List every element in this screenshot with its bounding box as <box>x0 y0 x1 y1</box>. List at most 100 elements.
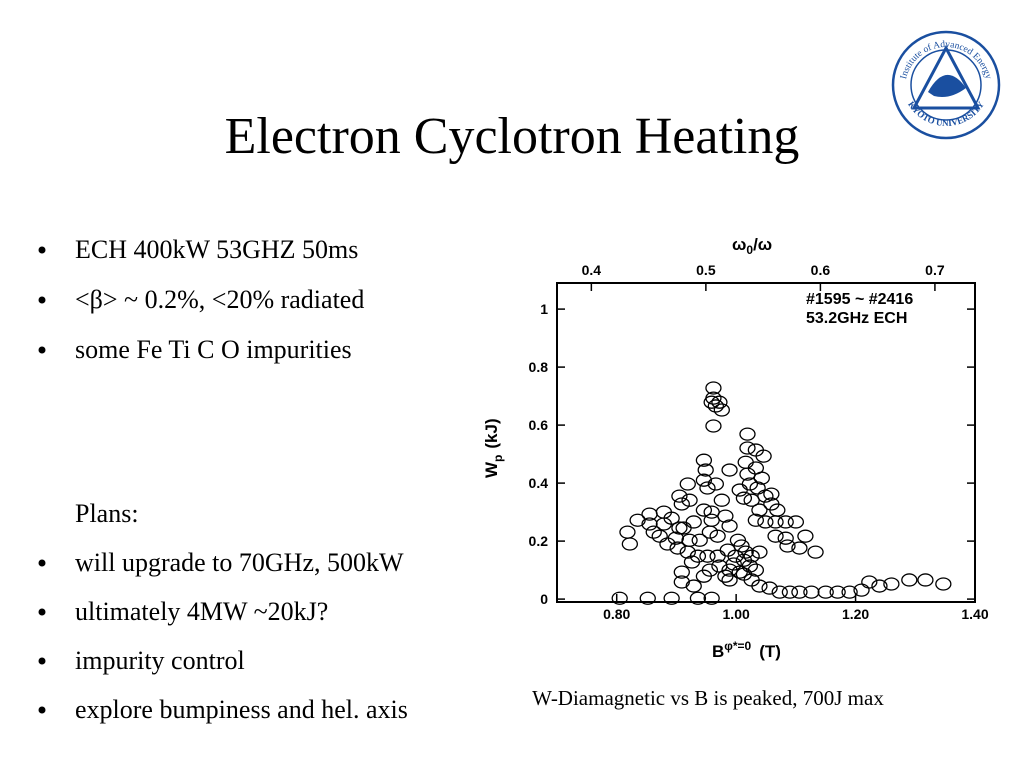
bullet-text: <β> ~ 0.2%, <20% radiated <box>75 285 364 314</box>
bullet-dot <box>38 559 46 567</box>
data-point <box>713 403 730 417</box>
data-point <box>755 449 772 463</box>
data-point <box>739 441 756 455</box>
data-point <box>721 463 738 477</box>
data-point <box>747 513 764 527</box>
y-label-unit: (kJ) <box>482 418 501 448</box>
bullet-list: ECH 400kW 53GHZ 50ms <β> ~ 0.2%, <20% rad… <box>38 235 408 724</box>
data-point <box>695 473 713 487</box>
x2-tick-label: 0.6 <box>811 262 831 278</box>
data-point <box>721 519 738 533</box>
y-tick-label: 0.2 <box>529 533 549 549</box>
data-point <box>703 591 720 605</box>
data-point <box>717 569 734 583</box>
data-point <box>707 477 724 491</box>
data-point <box>935 577 952 591</box>
data-point <box>861 575 878 589</box>
data-point <box>853 583 870 597</box>
data-point <box>685 579 702 593</box>
bullet-dot <box>38 706 46 714</box>
bullet-text: Plans: <box>75 499 139 528</box>
data-point <box>673 575 690 589</box>
x-tick-label: 1.40 <box>961 606 988 622</box>
data-point <box>713 493 730 507</box>
y-tick-label: 0.6 <box>529 417 549 433</box>
x2-axis-label: ω0/ω <box>732 235 772 257</box>
data-point <box>673 497 690 511</box>
data-point <box>689 591 707 605</box>
data-point <box>787 515 805 529</box>
x-tick-label: 0.80 <box>603 606 630 622</box>
y-tick-label: 1 <box>540 301 548 317</box>
data-point <box>675 521 692 535</box>
bullet-dot <box>38 246 46 254</box>
data-point <box>731 565 748 579</box>
bullet-dot <box>38 657 46 665</box>
data-point <box>739 467 756 481</box>
x2-tick-label: 0.4 <box>582 262 602 278</box>
data-point <box>829 585 846 599</box>
logo: Institute of Advanced Energy KYOTO UNIVE… <box>891 30 1001 140</box>
data-point <box>667 531 684 545</box>
data-point <box>691 533 708 547</box>
data-point <box>871 579 888 593</box>
data-point <box>717 509 734 523</box>
y-label-main: W <box>482 461 501 478</box>
bullet-text: ECH 400kW 53GHZ 50ms <box>75 235 358 264</box>
data-point <box>641 507 658 521</box>
data-point <box>699 549 716 563</box>
data-point <box>817 585 834 599</box>
x2-tick-label: 0.5 <box>696 262 716 278</box>
y-tick-label: 0 <box>540 591 548 607</box>
data-point <box>669 541 686 555</box>
data-point <box>611 591 628 605</box>
data-point <box>751 579 768 593</box>
data-point <box>645 525 662 539</box>
y-axis-label: Wp (kJ) <box>482 418 505 478</box>
data-point <box>705 381 722 395</box>
bullet-text: explore bumpiness and hel. axis <box>75 695 408 724</box>
logo-triangle <box>911 44 981 110</box>
data-point <box>803 585 820 599</box>
data-point <box>737 545 754 559</box>
data-point <box>699 481 716 495</box>
data-point <box>781 585 799 599</box>
x2-label-sub: 0 <box>746 243 753 257</box>
caption: W-Diamagnetic vs B is peaked, 700J max <box>532 686 884 710</box>
bullet-dot <box>38 346 46 354</box>
slide-title: Electron Cyclotron Heating <box>225 108 800 165</box>
data-point <box>679 545 696 559</box>
data-point <box>883 577 900 591</box>
x-tick-label: 1.20 <box>842 606 869 622</box>
data-point <box>663 591 680 605</box>
data-point <box>763 487 780 501</box>
data-point <box>621 537 639 551</box>
y-tick-label: 0.4 <box>529 475 549 491</box>
data-point <box>707 399 724 413</box>
data-point <box>679 477 696 491</box>
data-point <box>695 503 713 517</box>
x-label-sup: φ*=0 <box>724 639 751 653</box>
x2-label-rest: /ω <box>753 235 772 254</box>
data-point <box>703 395 720 409</box>
data-point <box>749 481 766 495</box>
bullet-text: will upgrade to 70GHz, 500kW <box>75 548 404 577</box>
data-point <box>671 521 688 535</box>
data-point <box>791 585 808 599</box>
data-point <box>711 395 728 409</box>
bullet-dot <box>38 296 46 304</box>
data-point <box>697 463 714 477</box>
data-point <box>751 503 768 517</box>
data-point <box>673 565 690 579</box>
data-point <box>705 419 722 433</box>
data-point <box>779 539 796 553</box>
data-point <box>735 491 753 505</box>
logo-swirl <box>928 74 966 97</box>
y-tick-label: 0.8 <box>529 359 549 375</box>
data-point <box>767 529 784 543</box>
data-point <box>769 503 786 517</box>
data-point <box>739 427 756 441</box>
data-point <box>683 555 701 569</box>
data-point <box>777 531 794 545</box>
data-point <box>641 517 658 531</box>
